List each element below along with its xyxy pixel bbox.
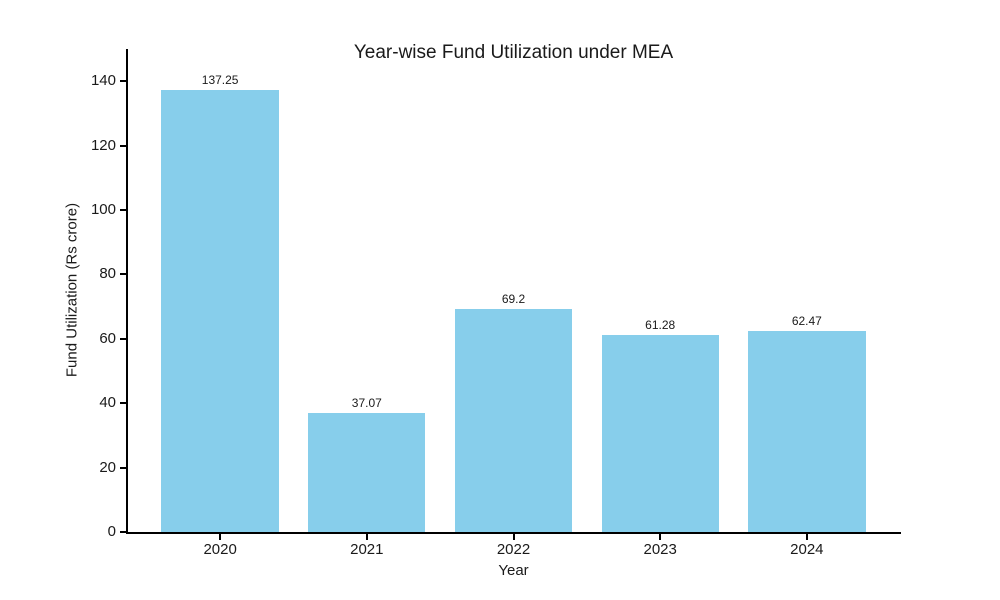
y-axis-label: Fund Utilization (Rs crore) [63,202,81,378]
bar-value-label: 62.47 [791,313,822,328]
bar-2021 [308,412,426,532]
y-tick [120,337,127,340]
x-tick [512,534,515,540]
bar-value-label: 137.25 [201,73,239,88]
y-tick-label: 120 [90,136,116,154]
y-tick [120,144,127,147]
x-tick [659,534,662,540]
bar-value-label: 37.07 [351,395,382,410]
y-tick [120,273,127,276]
x-tick [219,534,222,540]
y-tick [120,209,127,211]
y-tick [120,80,127,83]
y-tick-label: 100 [90,201,116,218]
chart-title: Year-wise Fund Utilization under MEA [353,42,674,63]
bar-2024 [748,330,866,532]
y-axis-spine [126,49,128,534]
x-tick-label: 2024 [790,541,824,558]
x-axis-label: Year [498,562,529,579]
x-tick-label: 2023 [643,541,677,558]
bar-2023 [601,334,719,532]
y-tick-label: 0 [107,523,116,540]
x-tick-label: 2022 [496,541,531,558]
x-tick [805,534,808,540]
x-tick-label: 2020 [203,541,237,558]
y-tick [120,531,127,533]
x-tick [365,534,368,540]
x-axis-spine [126,532,901,534]
y-tick-label: 60 [99,329,116,347]
bar-value-label: 61.28 [645,317,676,332]
y-tick-label: 20 [99,458,116,476]
y-tick-label: 140 [90,72,116,90]
bar-value-label: 69.2 [501,292,526,307]
y-tick-label: 40 [99,394,116,412]
bar-2020 [161,90,279,532]
x-tick-label: 2021 [350,541,384,558]
y-tick [120,466,127,469]
bar-2022 [454,309,573,532]
y-tick-label: 80 [99,265,116,283]
y-tick [120,402,127,405]
